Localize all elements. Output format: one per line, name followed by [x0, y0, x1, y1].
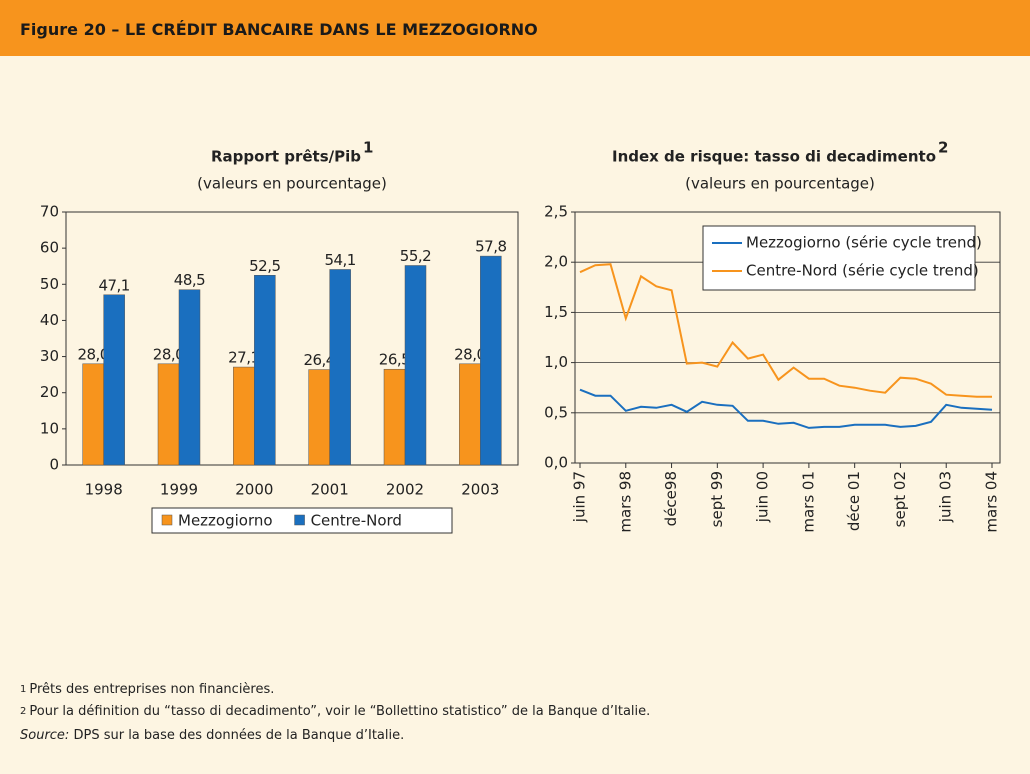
footnote: 1 Prêts des entreprises non financières.: [20, 682, 274, 697]
bar: [233, 366, 255, 466]
x-tick-label: 2002: [386, 481, 424, 499]
legend-label: Mezzogiorno: [178, 512, 273, 530]
y-tick-label: 50: [40, 275, 59, 293]
x-tick-label: juin 00: [754, 471, 772, 523]
legend-label: Centre-Nord (série cycle trend): [746, 262, 979, 280]
x-tick-label: 2003: [461, 481, 499, 499]
value-label: 48,5: [174, 271, 205, 289]
bar: [480, 255, 502, 466]
chart-subtitle: (valeurs en pourcentage): [197, 175, 387, 193]
footnote-marker: 2: [20, 706, 27, 717]
y-tick-label: 2,0: [544, 253, 568, 271]
x-tick-label: déce 01: [845, 471, 863, 531]
value-label: 57,8: [475, 238, 506, 256]
figure-title: Figure 20 – LE CRÉDIT BANCAIRE DANS LE M…: [20, 20, 538, 39]
legend-label: Centre-Nord: [311, 512, 402, 530]
x-tick-label: sept 99: [708, 471, 726, 527]
bar: [254, 275, 276, 466]
bar: [459, 363, 481, 466]
bar: [178, 289, 201, 466]
value-label: 47,1: [98, 276, 129, 294]
legend-label: Mezzogiorno (série cycle trend): [746, 234, 982, 252]
x-tick-label: mars 01: [799, 471, 817, 533]
y-tick-label: 1,5: [544, 303, 568, 321]
value-label: 52,5: [249, 257, 280, 275]
value-label: 28,0: [153, 345, 184, 363]
x-tick-label: 1998: [85, 481, 123, 499]
footnote: 2 Pour la définition du “tasso di decadim…: [20, 704, 650, 719]
line: [579, 263, 992, 398]
title-note: 1: [363, 139, 373, 157]
x-tick-label: mars 04: [983, 471, 1001, 533]
value-label: 28,0: [454, 345, 485, 363]
x-tick-label: sept 02: [891, 471, 909, 527]
bar: [329, 269, 351, 466]
chart-title: Rapport prêts/Pib: [211, 148, 361, 166]
value-label: 55,2: [400, 247, 431, 265]
y-tick-label: 10: [40, 419, 59, 437]
x-tick-label: 2000: [235, 481, 273, 499]
value-label: 26,5: [379, 351, 410, 369]
x-tick-label: mars 98: [616, 471, 634, 533]
charts: Rapport prêts/Pib 1 (valeurs en pourcentag…: [40, 139, 1001, 534]
value-label: 26,4: [303, 351, 334, 369]
title-note: 2: [938, 139, 948, 157]
source-text: DPS sur la base des données de la Banque…: [73, 728, 405, 743]
bar: [82, 363, 104, 466]
bar: [157, 363, 180, 466]
footnote-text: Pour la définition du “tasso di decadime…: [29, 704, 651, 719]
x-tick-label: juin 97: [571, 471, 589, 523]
footnote-text: Prêts des entreprises non financières.: [29, 682, 275, 697]
x-tick-label: déce98: [662, 471, 680, 526]
footnote-marker: 1: [20, 684, 27, 695]
bar: [404, 265, 427, 466]
legend-swatch: [294, 514, 305, 526]
y-tick-label: 30: [40, 347, 59, 365]
source: Source: DPS sur la base des données de l…: [20, 728, 404, 743]
y-tick-label: 0,5: [544, 403, 568, 421]
legend-swatch: [161, 514, 173, 526]
header: Figure 20 – LE CRÉDIT BANCAIRE DANS LE M…: [0, 0, 1030, 56]
y-tick-label: 40: [40, 311, 59, 329]
y-tick-label: 0: [49, 456, 59, 474]
legend-box: [702, 225, 976, 291]
y-tick-label: 60: [40, 239, 59, 257]
x-tick-label: 1999: [160, 481, 198, 499]
x-tick-label: juin 03: [937, 471, 955, 523]
chart-title: Index de risque: tasso di decadimento: [612, 148, 936, 166]
y-tick-label: 1,0: [544, 353, 568, 371]
bar: [103, 294, 125, 466]
y-tick-label: 0,0: [544, 454, 568, 472]
plot-frame: [574, 211, 1001, 464]
y-tick-label: 20: [40, 383, 59, 401]
value-label: 28,0: [77, 345, 108, 363]
chart-subtitle: (valeurs en pourcentage): [685, 175, 875, 193]
plot-frame: [65, 211, 519, 466]
value-label: 27,1: [228, 349, 259, 367]
y-tick-label: 2,5: [544, 203, 568, 221]
x-tick-label: 2001: [311, 481, 349, 499]
line: [579, 388, 993, 429]
bar: [308, 369, 330, 466]
value-label: 54,1: [324, 251, 355, 269]
y-tick-label: 70: [40, 203, 59, 221]
bar: [383, 368, 406, 466]
source-label: Source:: [20, 728, 70, 743]
